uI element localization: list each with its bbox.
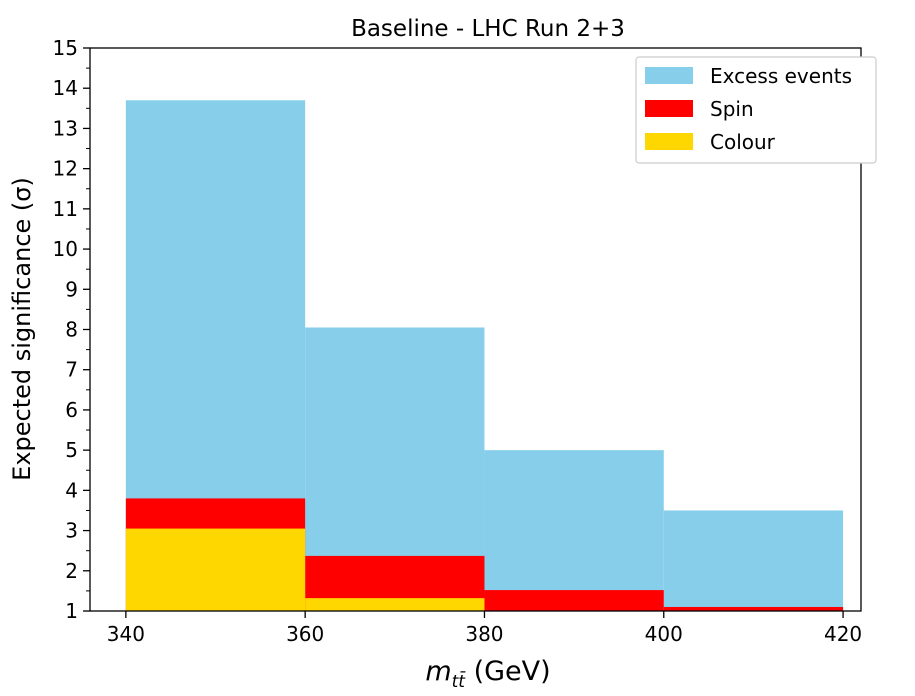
x-tick-label-380: 380 xyxy=(465,622,503,646)
legend-box xyxy=(635,56,877,164)
bar-spin-400 xyxy=(663,606,844,611)
bar-spin-380 xyxy=(484,590,664,611)
y-tick-label-3: 3 xyxy=(65,519,78,543)
y-tick-label-8: 8 xyxy=(65,318,78,342)
y-tick-label-1: 1 xyxy=(65,599,78,623)
y-tick-label-4: 4 xyxy=(65,478,78,502)
legend-swatch-excess-events xyxy=(645,67,693,84)
bars-layer xyxy=(125,100,844,612)
y-axis-label: Expected significance (σ) xyxy=(8,177,36,481)
plot-frame xyxy=(89,47,862,612)
legend-label-colour: Colour xyxy=(710,130,776,154)
chart-title: Baseline - LHC Run 2+3 xyxy=(351,16,625,42)
x-axis-label: mtt̄ (GeV) xyxy=(425,656,550,692)
y-tick-label-11: 11 xyxy=(53,197,78,221)
bar-excess-events-380 xyxy=(484,450,664,611)
x-tick-label-420: 420 xyxy=(824,622,862,646)
y-tick-label-12: 12 xyxy=(53,157,78,181)
x-tick-label-340: 340 xyxy=(107,622,145,646)
bar-colour-360 xyxy=(305,598,485,611)
y-tick-label-6: 6 xyxy=(65,398,78,422)
x-axis-label-variable: m xyxy=(425,656,451,687)
x-axis-label-unit: (GeV) xyxy=(474,656,551,687)
y-tick-label-7: 7 xyxy=(65,358,78,382)
y-tick-label-2: 2 xyxy=(65,559,78,583)
legend-swatch-spin xyxy=(645,100,693,117)
y-tick-label-14: 14 xyxy=(53,76,78,100)
legend-label-spin: Spin xyxy=(710,97,754,121)
legend-label-excess-events: Excess events xyxy=(710,64,852,88)
legend: Excess events Spin Colour xyxy=(635,56,877,164)
x-tick-label-400: 400 xyxy=(645,622,683,646)
y-tick-label-9: 9 xyxy=(65,277,78,301)
x-tick-label-360: 360 xyxy=(286,622,324,646)
y-tick-label-15: 15 xyxy=(53,36,78,60)
y-tick-label-13: 13 xyxy=(53,116,78,140)
y-tick-label-10: 10 xyxy=(53,237,78,261)
x-axis-label-subscript: tt̄ xyxy=(452,670,467,692)
legend-swatch-colour xyxy=(645,133,693,150)
y-tick-label-5: 5 xyxy=(65,438,78,462)
bar-colour-340 xyxy=(125,528,306,611)
bar-excess-events-400 xyxy=(663,510,844,611)
